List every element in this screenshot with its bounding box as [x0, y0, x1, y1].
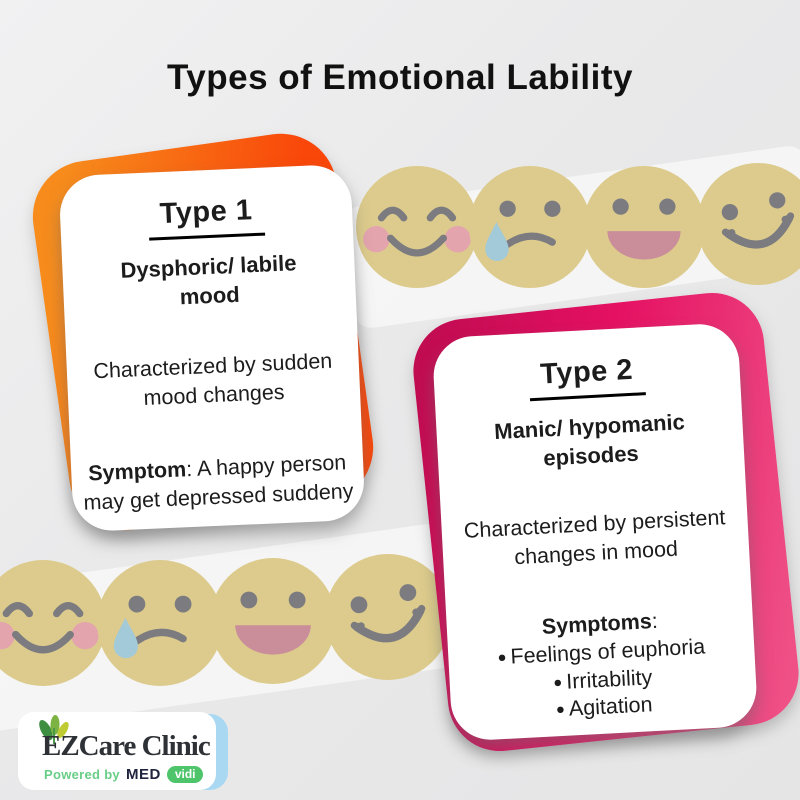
- emoji-laughing-icon: [210, 558, 336, 684]
- symptom-bullet-text: Irritability: [565, 664, 653, 694]
- card-type-2: Type 2 Manic/ hypomanic episodes Charact…: [431, 322, 759, 742]
- card-2-heading: Type 2: [527, 353, 647, 402]
- card-1-description: Characterized by sudden mood changes: [92, 348, 333, 411]
- card-1-symptom-label: Symptom: [87, 457, 187, 486]
- powered-by-text: Powered by: [44, 767, 120, 782]
- page-title: Types of Emotional Lability: [167, 58, 633, 97]
- symptom-bullet-text: Agitation: [568, 692, 654, 721]
- emoji-smiling-icon: [325, 554, 451, 680]
- bullet-icon: ●: [555, 701, 566, 719]
- emoji-smiling-icon: [697, 163, 800, 285]
- card-2-subheading: Manic/ hypomanic episodes: [493, 409, 686, 471]
- card-1-symptom: Symptom: A happy person may get depresse…: [71, 448, 365, 519]
- med-wordmark: MED: [125, 766, 161, 783]
- card-1-subheading: Dysphoric/ labile mood: [119, 250, 297, 309]
- emoji-tearful-icon: [469, 166, 591, 288]
- card-2-symptoms-label: Symptoms: [541, 609, 653, 640]
- bullet-icon: ●: [552, 673, 563, 692]
- emoji-blissful-icon: [0, 560, 106, 686]
- logo-brand-text: EZCare Clinic: [42, 730, 211, 762]
- emoji-blissful-icon: [356, 166, 478, 288]
- card-2-description: Characterized by persistent changes in m…: [463, 505, 726, 570]
- card-2-symptoms-colon: :: [651, 609, 659, 634]
- vidi-badge: vidi: [166, 766, 204, 783]
- emoji-tearful-icon: [97, 560, 223, 686]
- card-1-heading: Type 1: [147, 193, 266, 241]
- bullet-icon: ●: [497, 649, 508, 667]
- leaf-icon: [32, 714, 76, 753]
- logo-powered-row: Powered by MED vidi: [44, 766, 204, 783]
- emoji-laughing-icon: [583, 166, 705, 288]
- card-2-symptoms: Symptoms: ● Feelings of euphoria ● Irritab…: [446, 602, 757, 729]
- card-type-1: Type 1 Dysphoric/ labile mood Characteri…: [58, 163, 366, 533]
